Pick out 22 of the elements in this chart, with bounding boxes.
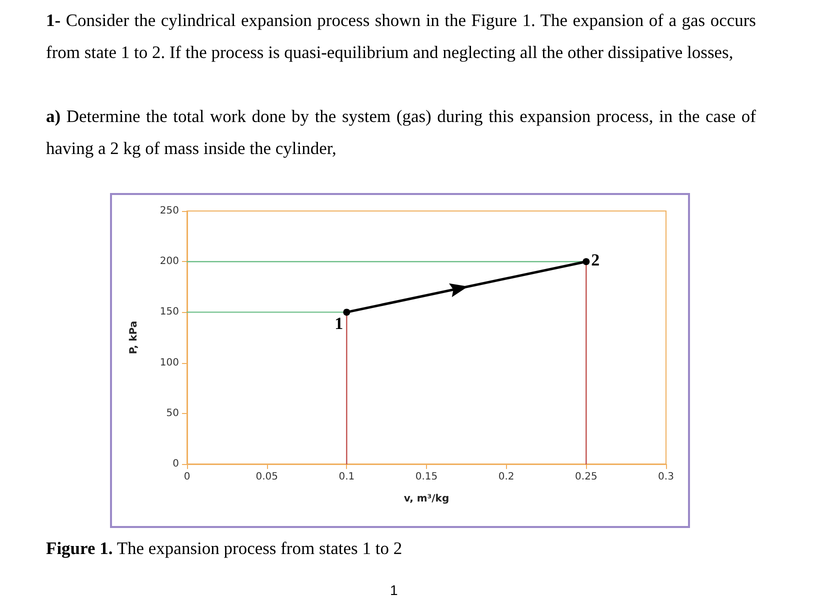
y-tick-label: 150 [160,306,179,318]
annotation: 1 [334,314,344,334]
x-axis-title: v, m³/kg [404,494,450,504]
text: 1 [390,581,399,600]
caption: Figure 1. The expansion process from states 1 to 2 [46,538,402,558]
y-axis-title: P, kPa [128,320,140,354]
annotation: 2 [591,250,600,270]
x-tick-label: 0 [184,472,190,482]
x-tick-label: 0.15 [415,472,438,482]
y-tick-label: 200 [160,256,179,268]
x-tick-label: 0.1 [338,472,355,482]
chart-frame: 1 2 P, kPa v, m³/kg 0 50 100 150 200 250 0 0.05 0.1 0.15 0.2 0.25 0.3 [110,193,690,528]
y-tick-label: 100 [160,357,179,368]
y-tick-label: 50 [166,408,179,419]
x-tick-label: 0.05 [256,472,278,482]
x-tick-label: 0.2 [498,472,514,482]
x-tick-label: 0.3 [658,472,674,482]
y-tick-label: 0 [172,458,179,470]
chart-title: 1- Consider the cylindrical expansion process shown in the Figure 1. The expansion of a gas occurs from state 1 to 2. If the process is quasi-equilibrium and neglecting all the other dissipative losses, [46,10,756,62]
chart-subtitle: a) Determine the total work done by the system (gas) during this expansion process, in the case of having a 2 kg of mass inside the cylinder, [46,106,756,158]
x-tick-label: 0.25 [575,472,598,482]
y-tick-label: 250 [160,206,179,216]
